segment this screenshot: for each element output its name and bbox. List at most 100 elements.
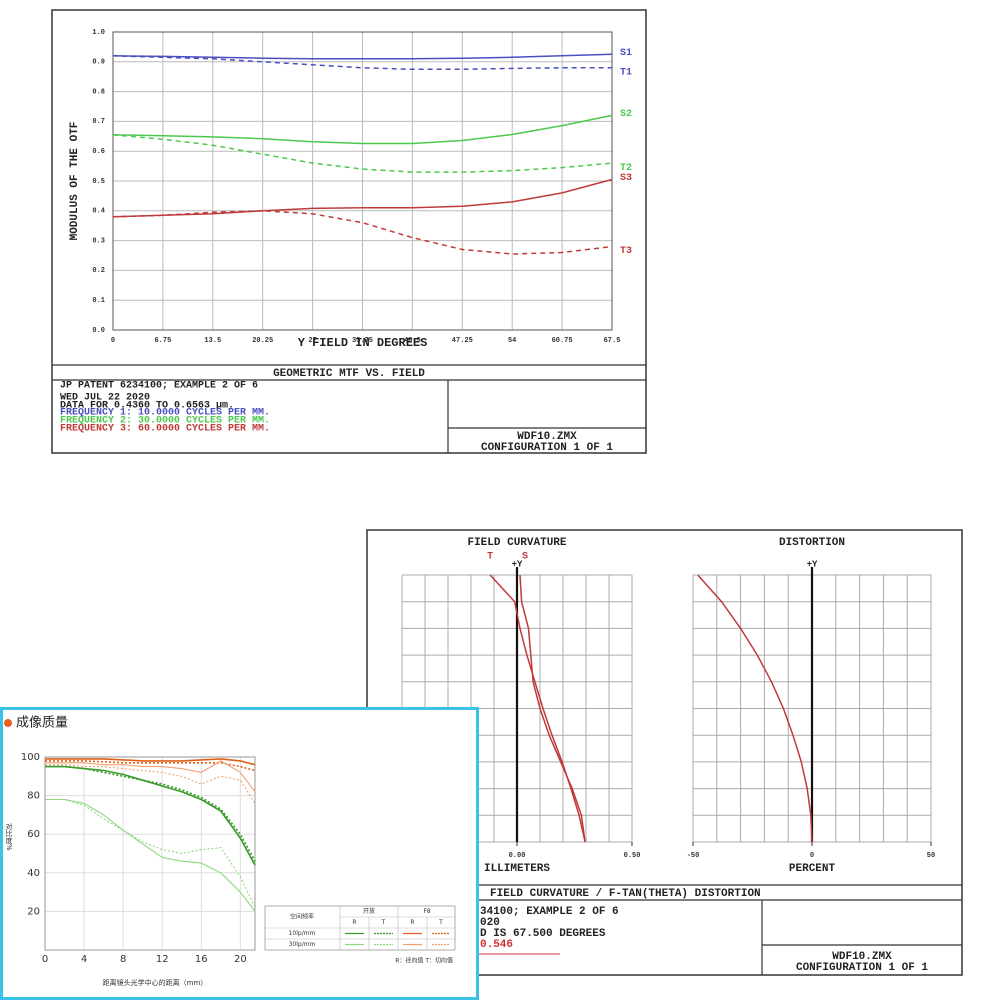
y-tick-label: 0.4: [92, 208, 105, 216]
y-tick-label: 0.5: [92, 178, 105, 186]
plot-area: [44, 756, 256, 951]
x-tick-label: 8: [120, 954, 126, 965]
note: 0.546: [480, 939, 513, 951]
note: DATA FOR 0.4360 TO 0.6563 µm.: [60, 401, 234, 412]
x-tick-label: 50: [927, 852, 935, 860]
configuration: CONFIGURATION 1 OF 1: [481, 442, 613, 454]
note: WED JUL 22 2020: [60, 393, 150, 404]
caption: FIELD CURVATURE / F-TAN(THETA) DISTORTIO…: [490, 888, 761, 900]
legend-component: R: [352, 919, 356, 926]
file-name: WDF10.ZMX: [832, 951, 892, 963]
y-tick-label: 20: [27, 906, 40, 917]
chart-title: 成像质量: [16, 716, 68, 731]
x-tick-label: 0.50: [624, 852, 641, 860]
plot-area: [112, 31, 613, 331]
caption: GEOMETRIC MTF VS. FIELD: [273, 368, 425, 380]
y-tick-label: 0.6: [92, 148, 105, 156]
note: FREQUENCY 3: 60.0000 CYCLES PER MM.: [60, 424, 270, 435]
y-tick-label: 0.0: [92, 327, 105, 335]
chart-title: FIELD CURVATURE: [467, 537, 566, 549]
x-tick-label: 12: [156, 954, 169, 965]
series-label: T: [487, 552, 493, 563]
chart-title: DISTORTION: [779, 537, 845, 549]
legend-row: 30lp/mm: [289, 941, 316, 948]
x-axis-label: Y FIELD IN DEGREES: [298, 336, 428, 350]
series-label: S1: [620, 48, 632, 59]
series-label: S: [522, 552, 528, 563]
note: 34100; EXAMPLE 2 OF 6: [480, 906, 619, 918]
x-tick-label: 20.25: [252, 337, 273, 345]
line-series: [45, 765, 256, 866]
legend-component: T: [438, 919, 443, 926]
x-tick-label: 16: [195, 954, 208, 965]
x-tick-label: 60.75: [552, 337, 573, 345]
x-tick-label: 54: [508, 337, 516, 345]
x-tick-label: 0.00: [509, 852, 526, 860]
x-tick-label: 67.5: [604, 337, 621, 345]
x-tick-label: 4: [81, 954, 87, 965]
x-axis-label: 距离镜头光学中心的距离（mm）: [103, 978, 208, 987]
y-axis-label: MODULUS OF THE OTF: [69, 122, 81, 241]
x-tick-label: -50: [687, 852, 700, 860]
line-series: [112, 53, 613, 60]
y-tick-label: 80: [27, 791, 40, 802]
line-series: [112, 55, 612, 71]
x-tick-label: 0: [810, 852, 814, 860]
line-series: [112, 178, 613, 218]
y-tick-label: 0.9: [92, 59, 105, 67]
note: JP PATENT 6234100; EXAMPLE 2 OF 6: [60, 381, 258, 392]
file-name: WDF10.ZMX: [517, 431, 577, 443]
x-tick-label: 6.75: [154, 337, 171, 345]
x-tick-label: 0: [42, 954, 48, 965]
series-label: T1: [620, 67, 632, 78]
x-axis-label: ILLIMETERS: [484, 863, 550, 875]
legend-group: F8: [423, 908, 430, 915]
x-tick-label: 20: [234, 954, 247, 965]
chart-frame: [51, 9, 647, 454]
series-label: S2: [620, 109, 632, 120]
configuration: CONFIGURATION 1 OF 1: [796, 962, 928, 974]
x-tick-label: 40.5: [404, 337, 421, 345]
y-tick-label: 100: [21, 752, 40, 763]
line-series: [112, 134, 613, 173]
line-series: [519, 574, 586, 843]
y-tick-label: 60: [27, 829, 40, 840]
line-series: [112, 114, 613, 145]
line-series: [697, 574, 813, 843]
axis-name: +Y: [807, 559, 818, 569]
note: FREQUENCY 1: 10.0000 CYCLES PER MM.: [60, 408, 270, 419]
y-tick-label: 0.1: [92, 297, 105, 305]
legend-group: 开放: [363, 907, 375, 915]
line-series: [112, 210, 613, 255]
x-axis-label: PERCENT: [789, 863, 836, 875]
legend-row: 10lp/mm: [289, 930, 316, 937]
note: 020: [480, 917, 500, 929]
x-tick-label: 27: [308, 337, 316, 345]
legend-header: 空间频率: [290, 913, 314, 921]
title-dot: [4, 719, 12, 727]
y-axis-label: 对比度%: [5, 822, 13, 851]
line-series: [45, 765, 256, 862]
y-tick-label: 1.0: [92, 29, 105, 37]
line-series: [45, 798, 256, 912]
series-label: S3: [620, 173, 632, 184]
y-tick-label: 0.7: [92, 118, 105, 126]
note: FREQUENCY 2: 30.0000 CYCLES PER MM.: [60, 416, 270, 427]
legend-note: R：径向值 T：切向值: [395, 957, 453, 965]
series-label: T3: [620, 246, 632, 257]
y-tick-label: 0.8: [92, 88, 105, 96]
line-series: [489, 574, 586, 843]
line-series: [45, 760, 256, 793]
x-tick-label: 13.5: [204, 337, 221, 345]
series-label: T2: [620, 163, 632, 174]
x-tick-label: 47.25: [452, 337, 473, 345]
axis-name: +Y: [512, 559, 523, 569]
y-tick-label: 0.3: [92, 237, 105, 245]
line-series: [45, 758, 256, 766]
legend-component: T: [381, 919, 386, 926]
note: D IS 67.500 DEGREES: [480, 928, 606, 940]
line-series: [45, 798, 256, 908]
x-tick-label: 0: [111, 337, 115, 345]
y-tick-label: 0.2: [92, 267, 105, 275]
